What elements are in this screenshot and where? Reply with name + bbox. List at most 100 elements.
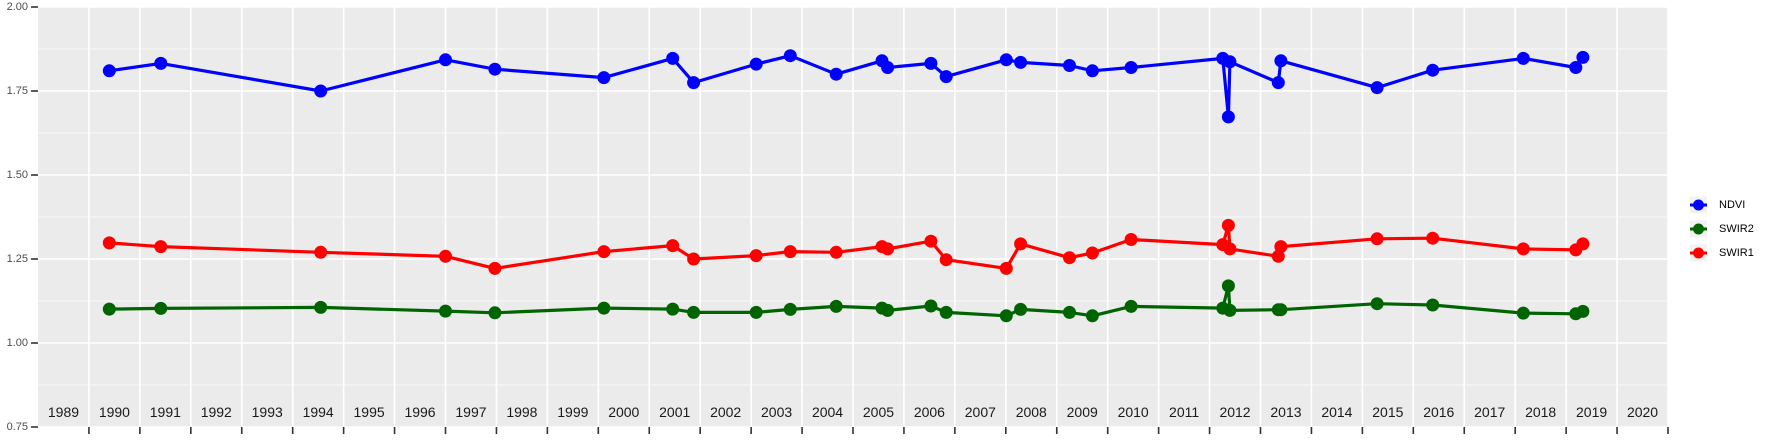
data-point-SWIR2: [939, 305, 953, 319]
data-point-SWIR1: [999, 261, 1013, 275]
x-tick-label: 2015: [1372, 404, 1403, 420]
legend-label-SWIR2: SWIR2: [1719, 223, 1754, 235]
x-tick-label: 1994: [303, 404, 334, 420]
data-point-SWIR2: [1063, 305, 1076, 319]
data-point-SWIR2: [783, 302, 797, 316]
y-tick-label: 0.75: [7, 421, 28, 433]
data-point-SWIR1: [1370, 232, 1384, 246]
x-tick-label: 2008: [1016, 404, 1047, 420]
data-point-SWIR2: [687, 305, 701, 319]
x-tick-label: 2011: [1169, 404, 1199, 420]
data-point-SWIR2: [1576, 304, 1590, 318]
x-tick-label: 2007: [965, 404, 996, 420]
data-point-NDVI: [314, 84, 328, 98]
x-tick-label: 2014: [1321, 404, 1352, 420]
legend-key-point-SWIR2: [1693, 223, 1704, 235]
data-point-SWIR1: [1124, 233, 1138, 246]
data-point-SWIR1: [1085, 246, 1099, 260]
data-point-NDVI: [1274, 54, 1288, 68]
x-tick-label: 1991: [150, 404, 181, 420]
data-point-NDVI: [1516, 51, 1530, 65]
data-point-NDVI: [783, 49, 797, 63]
data-point-NDVI: [1063, 59, 1076, 72]
data-point-SWIR2: [102, 302, 116, 316]
x-tick-label: 1999: [557, 404, 588, 420]
data-point-SWIR1: [488, 261, 502, 275]
data-point-SWIR1: [102, 236, 116, 250]
x-tick-label: 2003: [761, 404, 792, 420]
y-tick-label: 1.00: [7, 337, 28, 349]
x-tick-label: 2005: [863, 404, 894, 420]
data-point-SWIR2: [924, 299, 938, 313]
data-point-SWIR2: [1516, 306, 1530, 320]
x-tick-label: 2013: [1270, 404, 1301, 420]
data-point-SWIR1: [1221, 218, 1235, 232]
x-tick-label: 1992: [201, 404, 232, 420]
x-tick-label: 2018: [1525, 404, 1556, 420]
x-tick-label: 1990: [99, 404, 130, 420]
data-point-SWIR1: [749, 249, 763, 263]
data-point-NDVI: [1370, 81, 1384, 95]
x-tick-label: 2020: [1627, 404, 1658, 420]
x-tick-label: 1995: [354, 404, 385, 420]
series-line-SWIR2: [107, 284, 1585, 318]
data-point-SWIR1: [1426, 231, 1440, 245]
data-point-NDVI: [439, 53, 452, 67]
data-point-SWIR1: [1223, 242, 1237, 256]
data-point-SWIR2: [1426, 298, 1440, 312]
data-point-SWIR1: [829, 245, 843, 259]
data-point-SWIR1: [314, 245, 328, 259]
data-point-NDVI: [939, 70, 953, 84]
data-point-NDVI: [1569, 61, 1583, 74]
data-point-NDVI: [1223, 55, 1237, 69]
data-point-NDVI: [154, 56, 168, 70]
series-line-NDVI: [107, 54, 1585, 119]
data-point-NDVI: [666, 51, 680, 65]
data-point-SWIR2: [1085, 309, 1099, 323]
data-point-NDVI: [1085, 64, 1099, 78]
x-tick-label: 1997: [455, 404, 486, 420]
x-tick-label: 2006: [914, 404, 945, 420]
data-point-SWIR2: [1370, 297, 1384, 311]
data-point-SWIR1: [1516, 242, 1530, 256]
series-line-SWIR1: [107, 223, 1585, 270]
data-point-SWIR1: [597, 245, 611, 259]
x-tick-label: 2009: [1067, 404, 1098, 420]
data-point-NDVI: [1221, 110, 1235, 124]
data-point-SWIR1: [1014, 237, 1028, 251]
x-tick-label: 2001: [659, 404, 690, 420]
data-point-SWIR1: [154, 240, 168, 254]
y-tick-label: 2.00: [7, 1, 28, 13]
data-point-SWIR2: [1221, 279, 1235, 293]
data-point-NDVI: [1124, 61, 1138, 74]
x-tick-label: 2010: [1118, 404, 1149, 420]
data-point-SWIR2: [1274, 303, 1288, 317]
legend-label-NDVI: NDVI: [1719, 199, 1745, 211]
data-point-SWIR1: [1576, 237, 1590, 251]
x-tick-label: 2002: [710, 404, 741, 420]
y-tick-label: 1.75: [7, 85, 28, 97]
x-tick-label: 2019: [1576, 404, 1607, 420]
data-point-SWIR2: [881, 303, 895, 317]
data-point-SWIR1: [666, 239, 680, 253]
data-point-SWIR2: [488, 306, 502, 320]
data-point-SWIR2: [1223, 303, 1237, 317]
x-tick-label: 1989: [48, 404, 79, 420]
data-point-NDVI: [829, 67, 843, 81]
data-point-NDVI: [749, 57, 763, 71]
legend-key-point-NDVI: [1693, 199, 1704, 211]
legend-key-point-SWIR1: [1693, 247, 1704, 259]
data-point-NDVI: [488, 62, 502, 76]
x-tick-label: 1996: [404, 404, 435, 420]
y-tick-label: 1.50: [7, 169, 28, 181]
x-tick-label: 1998: [506, 404, 537, 420]
data-point-SWIR2: [749, 305, 763, 319]
data-point-NDVI: [102, 64, 116, 78]
data-point-SWIR2: [999, 309, 1013, 323]
data-point-SWIR1: [439, 249, 452, 263]
x-tick-label: 1993: [252, 404, 283, 420]
data-point-SWIR1: [1274, 240, 1288, 254]
data-point-SWIR2: [1014, 302, 1028, 316]
